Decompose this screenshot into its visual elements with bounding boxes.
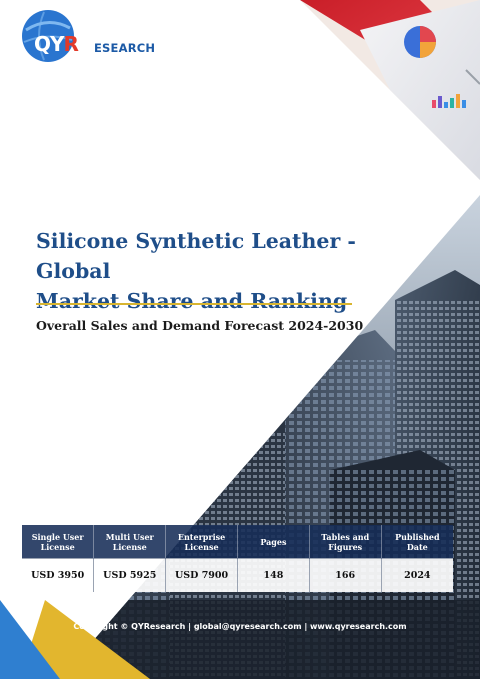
header-enterprise-license: Enterprise License [165, 525, 238, 559]
header-published-date: Published Date [381, 525, 453, 559]
pricing-value-row: USD 3950 USD 5925 USD 7900 148 166 2024 [22, 558, 453, 592]
chart-papers-icon [300, 0, 480, 180]
tables-figures-count: 166 [309, 558, 382, 592]
logo-letters: QYR [34, 32, 79, 56]
report-title: Silicone Synthetic Leather - Global Mark… [36, 226, 366, 316]
header-multi-user-license: Multi User License [93, 525, 167, 559]
header-tables-and-figures: Tables and Figures [309, 525, 382, 559]
title-divider [36, 303, 352, 305]
logo-word: ESEARCH [94, 41, 156, 55]
published-year: 2024 [381, 558, 453, 592]
header-single-user-license: Single User License [22, 525, 95, 559]
price-multi-user: USD 5925 [93, 558, 167, 592]
pricing-table: Single User License Multi User License Ent… [22, 525, 453, 592]
page-count: 148 [237, 558, 310, 592]
title-line-1: Silicone Synthetic Leather - Global [36, 229, 356, 283]
price-single-user: USD 3950 [22, 558, 95, 592]
qyresearch-logo: QYR ESEARCH [20, 8, 180, 64]
report-subtitle: Overall Sales and Demand Forecast 2024-2… [36, 318, 364, 333]
header-pages: Pages [237, 525, 310, 559]
globe-logo-icon [22, 10, 74, 62]
price-enterprise: USD 7900 [165, 558, 238, 592]
copyright-footer: Copyright © QYResearch | global@qyresear… [73, 622, 407, 631]
title-line-2: Market Share and Ranking [36, 289, 348, 313]
pricing-header-row: Single User License Multi User License Ent… [22, 525, 453, 559]
